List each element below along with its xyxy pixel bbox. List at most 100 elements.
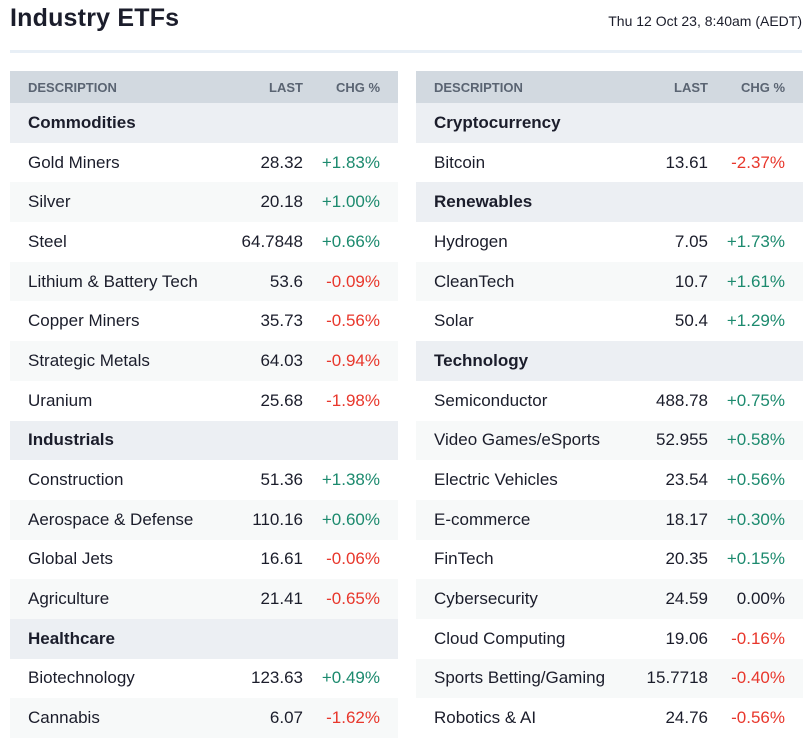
category-row: Cryptocurrency xyxy=(416,103,803,143)
etf-change: -0.94% xyxy=(326,350,380,370)
etf-change: +1.61% xyxy=(726,271,785,291)
table-row[interactable]: Hydrogen 7.05 +1.73% xyxy=(416,222,803,262)
category-label: Industrials xyxy=(28,430,114,450)
table-row[interactable]: Biotechnology 123.63 +0.49% xyxy=(10,659,398,699)
etf-name[interactable]: Robotics & AI xyxy=(434,708,537,728)
table-row[interactable]: CleanTech 10.7 +1.61% xyxy=(416,261,803,302)
etf-last: 7.05 xyxy=(674,231,708,251)
category-row: Renewables xyxy=(416,182,803,223)
etf-change: -0.65% xyxy=(326,589,380,609)
table-row[interactable]: Strategic Metals 64.03 -0.94% xyxy=(10,341,398,381)
column-header-chg[interactable]: CHG % xyxy=(740,79,785,95)
etf-last: 18.17 xyxy=(665,509,708,529)
etf-last: 21.41 xyxy=(260,589,303,609)
etf-name[interactable]: Solar xyxy=(434,311,474,331)
etf-name[interactable]: CleanTech xyxy=(434,271,515,291)
etf-name[interactable]: Lithium & Battery Tech xyxy=(28,271,198,291)
table-row[interactable]: Semiconductor 488.78 +0.75% xyxy=(416,381,803,421)
etf-name[interactable]: Hydrogen xyxy=(434,231,508,251)
table-row[interactable]: Cybersecurity 24.59 0.00% xyxy=(416,579,803,619)
etf-change: +0.60% xyxy=(321,509,380,529)
etf-last: 52.955 xyxy=(656,430,708,450)
table-row[interactable]: Sports Betting/Gaming 15.7718 -0.40% xyxy=(416,658,803,699)
etf-last: 20.18 xyxy=(260,192,303,212)
etf-name[interactable]: Cloud Computing xyxy=(434,628,566,648)
table-row[interactable]: Solar 50.4 +1.29% xyxy=(416,301,803,341)
etf-name[interactable]: Silver xyxy=(28,192,71,212)
etf-last: 24.76 xyxy=(665,708,708,728)
column-header-description[interactable]: DESCRIPTION xyxy=(28,79,117,95)
table-row[interactable]: Steel 64.7848 +0.66% xyxy=(10,222,398,262)
etf-last: 64.7848 xyxy=(241,231,303,251)
category-label: Technology xyxy=(434,350,529,370)
table-row[interactable]: Cloud Computing 19.06 -0.16% xyxy=(416,619,803,659)
etf-name[interactable]: Cybersecurity xyxy=(434,589,538,609)
etf-name[interactable]: Uranium xyxy=(28,390,93,410)
etf-name[interactable]: Cannabis xyxy=(28,708,100,728)
etf-last: 110.16 xyxy=(252,509,303,529)
etf-name[interactable]: Global Jets xyxy=(28,549,114,569)
etf-name[interactable]: Strategic Metals xyxy=(28,350,150,370)
table-row[interactable]: Aerospace & Defense 110.16 +0.60% xyxy=(10,499,398,540)
etf-name[interactable]: Biotechnology xyxy=(28,668,135,688)
etf-last: 15.7718 xyxy=(646,668,708,688)
etf-name[interactable]: Steel xyxy=(28,231,67,251)
etf-last: 20.35 xyxy=(665,549,708,569)
etf-name[interactable]: Copper Miners xyxy=(28,311,140,331)
table-row[interactable]: Video Games/eSports 52.955 +0.58% xyxy=(416,420,803,461)
category-row: Industrials xyxy=(10,420,398,461)
etf-name[interactable]: Construction xyxy=(28,470,124,490)
etf-last: 24.59 xyxy=(665,589,708,609)
etf-name[interactable]: FinTech xyxy=(434,549,494,569)
etf-change: +0.30% xyxy=(726,509,785,529)
etf-last: 10.7 xyxy=(674,271,708,291)
category-row: Healthcare xyxy=(10,618,398,659)
column-header-last[interactable]: LAST xyxy=(269,79,303,95)
table-row[interactable]: Global Jets 16.61 -0.06% xyxy=(10,540,398,580)
etf-last: 64.03 xyxy=(260,350,303,370)
table-row[interactable]: FinTech 20.35 +0.15% xyxy=(416,540,803,580)
etf-change: -0.56% xyxy=(326,311,380,331)
column-header-last[interactable]: LAST xyxy=(674,79,708,95)
column-header-description[interactable]: DESCRIPTION xyxy=(434,79,523,95)
etf-change: +1.83% xyxy=(321,152,380,172)
table-row[interactable]: Electric Vehicles 23.54 +0.56% xyxy=(416,460,803,500)
etf-last: 28.32 xyxy=(260,152,303,172)
etf-name[interactable]: Semiconductor xyxy=(434,390,548,410)
divider xyxy=(10,50,802,53)
etf-name[interactable]: Electric Vehicles xyxy=(434,470,558,490)
etf-name[interactable]: E-commerce xyxy=(434,509,531,529)
table-row[interactable]: Copper Miners 35.73 -0.56% xyxy=(10,301,398,341)
etf-change: -0.56% xyxy=(731,708,785,728)
etf-name[interactable]: Agriculture xyxy=(28,589,110,609)
table-row[interactable]: E-commerce 18.17 +0.30% xyxy=(416,499,803,540)
column-header-chg[interactable]: CHG % xyxy=(335,79,380,95)
etf-change: +1.38% xyxy=(321,470,380,490)
table-row[interactable]: Gold Miners 28.32 +1.83% xyxy=(10,143,398,183)
table-row[interactable]: Robotics & AI 24.76 -0.56% xyxy=(416,698,803,738)
table-row[interactable]: Bitcoin 13.61 -2.37% xyxy=(416,143,803,183)
table-row[interactable]: Silver 20.18 +1.00% xyxy=(10,182,398,223)
etf-change: -0.40% xyxy=(731,668,785,688)
etf-change: +0.75% xyxy=(726,390,785,410)
table-row[interactable]: Cannabis 6.07 -1.62% xyxy=(10,698,398,738)
etf-change: -2.37% xyxy=(731,152,785,172)
etf-name[interactable]: Sports Betting/Gaming xyxy=(434,668,606,688)
category-label: Commodities xyxy=(28,112,136,132)
etf-table-right: DESCRIPTION LAST CHG % Cryptocurrency Bitcoi… xyxy=(416,71,803,738)
table-row[interactable]: Construction 51.36 +1.38% xyxy=(10,460,398,500)
table-row[interactable]: Lithium & Battery Tech 53.6 -0.09% xyxy=(10,261,398,302)
timestamp: Thu 12 Oct 23, 8:40am (AEDT) xyxy=(608,13,802,29)
etf-name[interactable]: Gold Miners xyxy=(28,152,120,172)
etf-name[interactable]: Video Games/eSports xyxy=(434,430,600,450)
etf-name[interactable]: Bitcoin xyxy=(434,152,486,172)
etf-name[interactable]: Aerospace & Defense xyxy=(28,509,194,529)
table-row[interactable]: Uranium 25.68 -1.98% xyxy=(10,381,398,421)
etf-change: -1.98% xyxy=(326,390,380,410)
category-row: Technology xyxy=(416,341,803,381)
etf-last: 35.73 xyxy=(260,311,303,331)
table-row[interactable]: Agriculture 21.41 -0.65% xyxy=(10,579,398,619)
etf-change: +0.49% xyxy=(321,668,380,688)
etf-change: -0.09% xyxy=(326,271,380,291)
etf-change: -0.06% xyxy=(326,549,380,569)
